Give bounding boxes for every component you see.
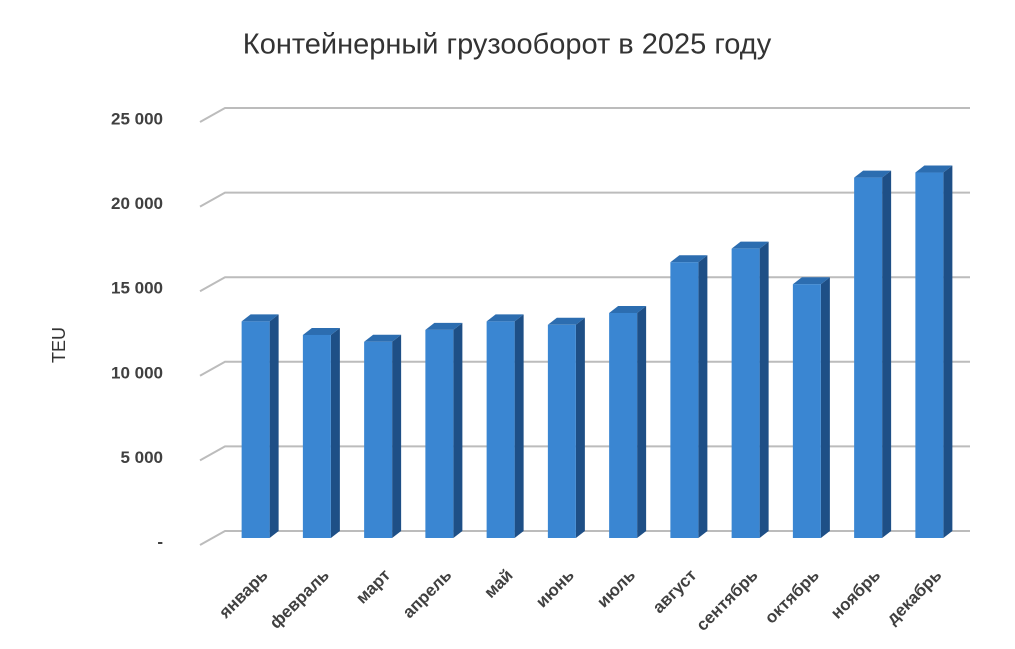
bar-side [882,170,892,538]
bar-side [820,277,830,538]
chart-title: Контейнерный грузооборот в 2025 году [243,29,772,61]
bar [302,334,331,538]
bar-top [241,314,279,322]
bar-top [609,305,647,313]
bar [425,329,454,538]
bar [854,177,883,538]
bar [241,321,270,538]
bar-top [915,165,953,173]
bar-top [854,170,892,178]
bar-side [637,305,647,538]
grid-line [199,191,970,208]
bar-top [670,255,708,263]
bar-top [792,277,830,285]
bar [364,341,393,538]
bar-side [269,314,279,538]
bar-top [364,334,402,342]
bar [486,321,515,538]
grid-line [199,360,970,377]
bar [670,262,699,538]
bar-side [759,241,769,538]
y-axis-title: TEU [49,327,69,363]
bar [792,284,821,538]
bar-side [330,327,340,538]
bar-side [698,255,708,539]
y-tick-label: - [157,532,163,551]
grid-line [199,107,970,123]
grid-line [199,276,970,293]
bar-top [302,327,340,335]
bar-side [943,165,953,538]
bar [731,248,760,538]
y-tick-label: 10 000 [111,363,163,382]
bar [609,312,638,538]
bar-side [392,334,402,538]
bar-top [547,317,585,325]
y-tick-label: 20 000 [111,194,163,213]
bar-side [514,314,524,538]
bar-top [486,314,524,322]
bar-side [453,322,463,538]
y-tick-label: 15 000 [111,279,163,298]
bar-side [575,317,585,538]
bar [915,172,944,538]
bar-top [425,322,463,330]
grid-line [199,445,970,462]
y-tick-label: 5 000 [120,448,163,467]
grid-line [199,530,970,546]
bar [547,324,576,538]
bar-top [731,241,769,249]
y-tick-label: 25 000 [111,109,163,128]
